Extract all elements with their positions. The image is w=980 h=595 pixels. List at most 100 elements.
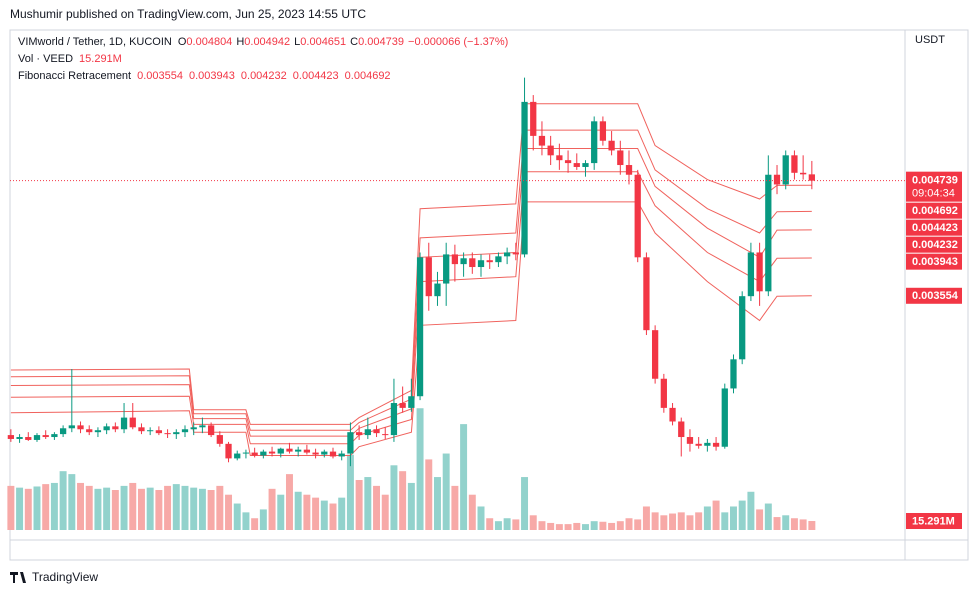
volume-badge-text: 15.291M xyxy=(912,515,955,527)
candle-body xyxy=(77,425,84,430)
candle-body xyxy=(669,407,676,422)
volume-bar xyxy=(59,471,67,530)
volume-bar xyxy=(503,518,511,530)
volume-bar xyxy=(416,408,424,530)
candle-body xyxy=(469,258,476,268)
candle-body xyxy=(625,165,633,175)
volume-bar xyxy=(738,500,746,530)
volume-bar xyxy=(390,465,398,530)
volume-bar xyxy=(521,477,529,530)
volume-bar xyxy=(538,521,546,530)
volume-bar xyxy=(42,484,50,530)
candles xyxy=(7,77,815,467)
candle-body xyxy=(347,432,354,454)
candle-body xyxy=(164,433,171,435)
candle-body xyxy=(773,174,781,185)
fib-badge-text: 0.004423 xyxy=(912,222,958,234)
candle-body xyxy=(51,434,58,438)
candle-body xyxy=(312,452,319,455)
volume-bar xyxy=(164,485,172,530)
volume-bar xyxy=(703,506,711,530)
volume-bar xyxy=(425,459,433,530)
candle-body xyxy=(599,121,607,141)
candle-body xyxy=(94,430,102,433)
candle-body xyxy=(503,252,511,257)
volume-bar xyxy=(277,494,285,530)
candle-body xyxy=(321,451,328,455)
candle-body xyxy=(173,432,180,435)
volume-bar xyxy=(137,488,145,530)
candle-body xyxy=(678,421,685,438)
candle-body xyxy=(739,296,746,360)
volume-bar xyxy=(77,482,85,530)
volume-bar xyxy=(33,486,41,530)
volume-bar xyxy=(642,506,650,530)
volume-badge xyxy=(906,513,962,530)
candle-body xyxy=(591,121,598,164)
candle-body xyxy=(695,443,702,446)
ohlc-value: 0.004739 xyxy=(358,36,404,48)
volume-bar xyxy=(190,487,198,530)
currency-label: USDT xyxy=(915,34,945,46)
ohlc-value: 0.004804 xyxy=(186,36,232,48)
volume-bar xyxy=(590,521,598,530)
candle-body xyxy=(251,452,258,456)
logo: TradingView xyxy=(10,570,98,584)
candle-body xyxy=(216,435,223,444)
chart-frame xyxy=(9,29,969,561)
volume-bar xyxy=(695,512,703,530)
volume-bar xyxy=(373,485,381,530)
volume-bar xyxy=(381,494,389,530)
volume-bar xyxy=(172,484,180,530)
volume-bar xyxy=(651,512,659,530)
volume-bar xyxy=(346,454,354,530)
volume-bar xyxy=(242,512,250,530)
candle-body xyxy=(338,453,345,457)
volume-line: Vol · VEED 15.291M xyxy=(18,53,122,65)
last-price-badge xyxy=(906,171,962,202)
candle-body xyxy=(686,437,694,444)
volume-bar xyxy=(355,480,363,530)
volume-bar xyxy=(207,490,215,530)
volume-bar xyxy=(451,485,459,530)
volume-bar xyxy=(94,488,102,530)
candle-body xyxy=(16,437,23,439)
candle-body xyxy=(556,155,563,161)
volume-bar xyxy=(50,482,58,530)
candle-body xyxy=(355,432,363,436)
candle-body xyxy=(329,451,337,457)
volume-bar xyxy=(146,487,154,530)
volume-bar xyxy=(547,522,555,530)
symbol-line: VIMworld / Tether, 1D, KUCOIN O0.004804 H0… xyxy=(18,36,508,48)
candle-body xyxy=(408,396,415,408)
candle-body xyxy=(120,417,128,430)
ohlc-key: H xyxy=(236,36,244,48)
fib-title: Fibonacci Retracement xyxy=(18,70,131,82)
candle-body xyxy=(59,428,67,435)
candle-body xyxy=(390,403,398,436)
volume-bar xyxy=(103,487,111,530)
candle-body xyxy=(112,426,119,430)
candle-body xyxy=(512,252,519,255)
fib-level: 0.004423 xyxy=(293,70,339,82)
volume-bar xyxy=(599,521,607,530)
change: −0.000066 (−1.37%) xyxy=(408,36,508,48)
candle-body xyxy=(86,429,93,433)
volume-bar xyxy=(634,519,642,530)
candle-body xyxy=(382,434,389,436)
volume-bar xyxy=(677,512,685,530)
candle-body xyxy=(651,330,659,379)
candle-body xyxy=(782,155,789,185)
volume-title: Vol · VEED xyxy=(18,53,73,65)
candle-body xyxy=(756,252,763,292)
ohlc-key: C xyxy=(350,36,358,48)
candle-body xyxy=(712,442,720,447)
volume-bar xyxy=(407,482,415,530)
fib-badge xyxy=(906,202,962,219)
fib-line-legend: Fibonacci Retracement 0.003554 0.003943 0.0… xyxy=(18,70,391,82)
volume-bar xyxy=(155,490,163,530)
volume-bar xyxy=(747,491,755,530)
volume-bar xyxy=(259,509,267,530)
candle-body xyxy=(242,452,250,454)
